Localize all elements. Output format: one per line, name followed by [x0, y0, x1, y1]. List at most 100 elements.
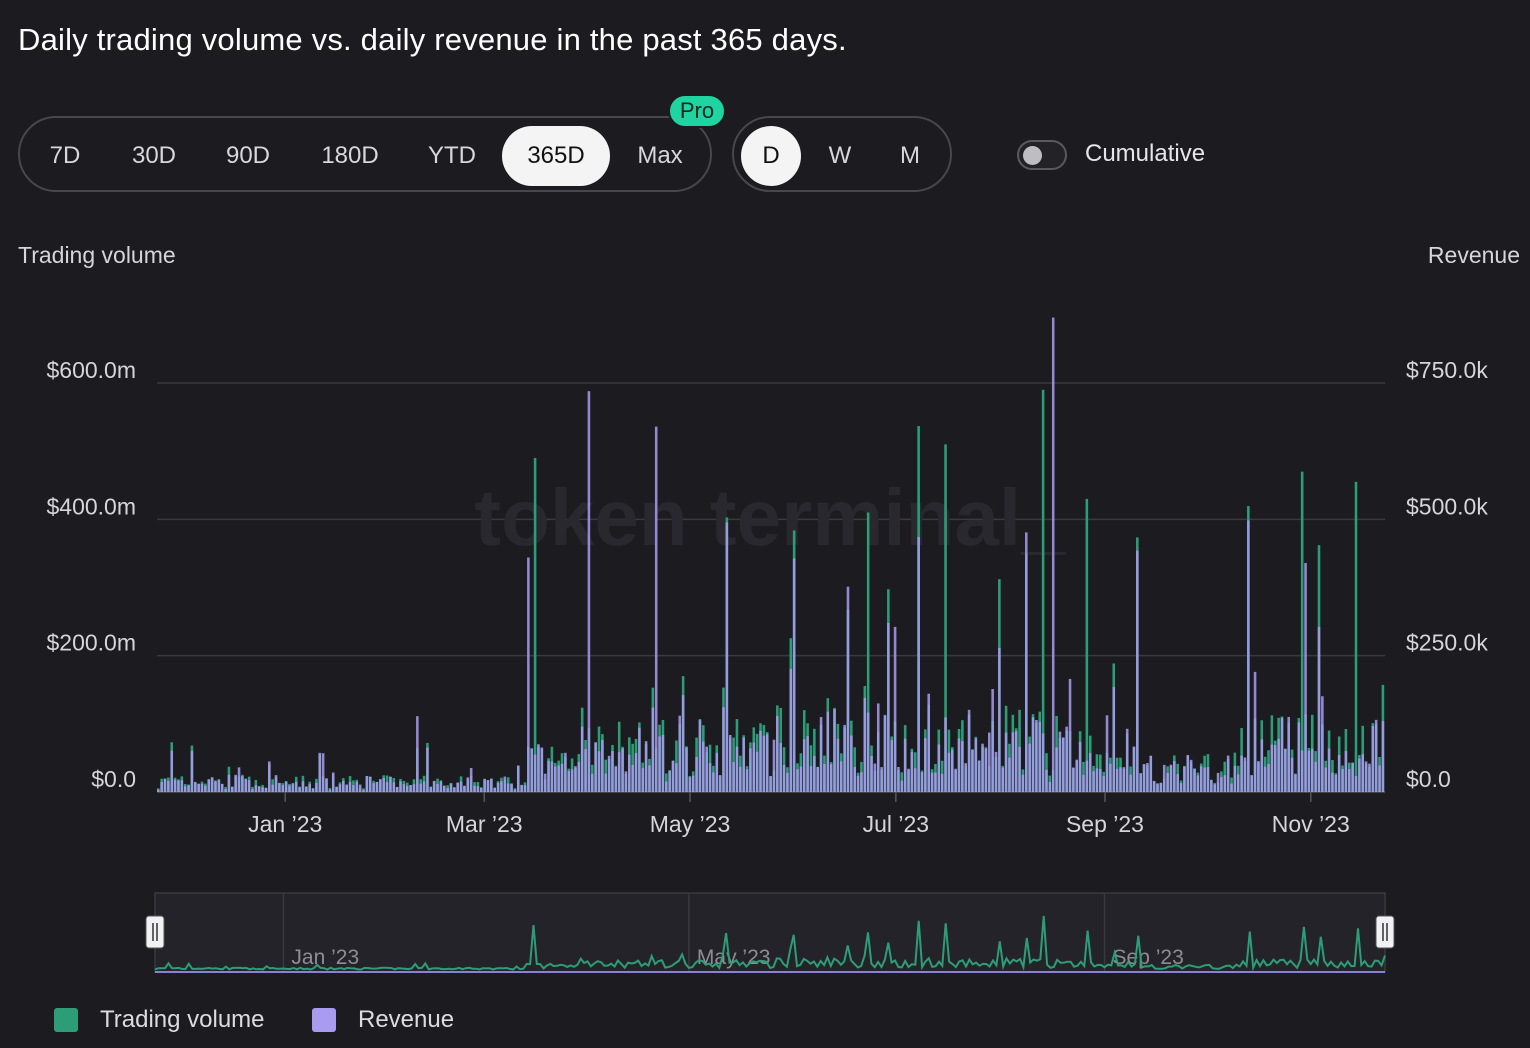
revenue-bar — [1004, 732, 1008, 792]
revenue-bar — [358, 784, 362, 792]
legend-item-revenue[interactable]: Revenue — [312, 1004, 454, 1036]
navigator-frame — [154, 892, 1386, 973]
revenue-bar — [516, 765, 520, 792]
revenue-bar — [348, 782, 352, 792]
revenue-bar — [1176, 774, 1179, 792]
legend-item-trading-volume[interactable]: Trading volume — [54, 1004, 265, 1036]
revenue-bar — [850, 735, 853, 792]
revenue-bar — [453, 787, 456, 792]
revenue-bar — [1011, 732, 1015, 792]
revenue-bar — [157, 789, 160, 792]
revenue-bar — [429, 786, 433, 792]
revenue-bar — [244, 779, 248, 792]
range-max-button[interactable]: Max — [637, 142, 683, 169]
revenue-bar — [920, 772, 924, 792]
cumulative-toggle[interactable] — [1017, 140, 1067, 170]
granularity-day-button[interactable]: D — [741, 126, 801, 186]
revenue-bar — [564, 752, 567, 792]
revenue-bar — [1109, 763, 1112, 792]
revenue-bar — [288, 785, 291, 792]
revenue-bar — [1058, 731, 1062, 792]
navigator-left-handle[interactable] — [145, 915, 165, 949]
revenue-bar — [180, 780, 184, 792]
revenue-bar — [449, 783, 453, 792]
revenue-bar — [893, 626, 897, 792]
revenue-bar — [654, 426, 658, 792]
granularity-month-button[interactable]: M — [900, 142, 920, 169]
revenue-bar — [264, 787, 268, 792]
revenue-bar — [641, 768, 645, 792]
x-tick-label: Jan ’23 — [248, 811, 322, 837]
cumulative-label: Cumulative — [1085, 140, 1206, 167]
revenue-bar — [338, 784, 342, 792]
revenue-bar — [839, 761, 843, 792]
revenue-bar — [779, 743, 782, 792]
revenue-bar — [432, 780, 436, 792]
revenue-bar — [379, 779, 382, 792]
revenue-bar — [1317, 626, 1321, 792]
revenue-bar — [328, 789, 332, 792]
revenue-bar — [853, 767, 856, 792]
handle-body — [1375, 915, 1395, 949]
range-ytd-button[interactable]: YTD — [428, 142, 476, 169]
revenue-bar — [1065, 726, 1068, 792]
revenue-bar — [291, 783, 295, 792]
revenue-bar — [220, 783, 224, 792]
revenue-bar — [231, 787, 234, 792]
range-7d-button[interactable]: 7D — [49, 142, 81, 169]
revenue-bar — [1166, 772, 1169, 792]
revenue-bar — [1260, 739, 1264, 792]
revenue-bar — [1149, 755, 1153, 792]
revenue-bar — [1193, 768, 1196, 792]
revenue-bar — [1159, 782, 1163, 792]
y-right-tick-label: $250.0k — [1406, 630, 1488, 656]
revenue-bar — [1334, 774, 1338, 792]
revenue-bar — [1189, 759, 1193, 792]
revenue-bar — [362, 789, 365, 792]
revenue-bar — [826, 711, 830, 792]
revenue-bar — [813, 756, 816, 792]
revenue-bar — [1099, 768, 1102, 792]
revenue-bar — [1051, 317, 1055, 792]
revenue-bar — [553, 766, 557, 792]
revenue-bar — [1263, 766, 1267, 792]
revenue-bar — [1025, 532, 1028, 792]
navigator-right-handle[interactable] — [1375, 915, 1395, 949]
revenue-bar — [1038, 721, 1042, 792]
range-365d-button[interactable]: 365D — [502, 126, 610, 186]
revenue-bar — [715, 752, 719, 792]
revenue-bar — [402, 784, 406, 792]
revenue-bar — [1337, 755, 1341, 792]
revenue-bar — [217, 780, 221, 792]
revenue-bar — [1105, 715, 1109, 792]
revenue-bar — [739, 766, 742, 792]
range-180d-button[interactable]: 180D — [321, 142, 379, 169]
range-navigator[interactable]: Jan ’23 May ’23 Sep ’23 — [145, 892, 1395, 973]
revenue-bar — [1028, 743, 1031, 792]
revenue-bar — [1223, 775, 1227, 792]
revenue-bar — [294, 781, 298, 792]
revenue-bar — [543, 773, 547, 792]
revenue-bar — [1240, 755, 1243, 792]
revenue-bar — [998, 647, 1001, 792]
range-30d-button[interactable]: 30D — [131, 142, 177, 169]
revenue-bar — [1364, 761, 1368, 792]
revenue-bar — [382, 777, 385, 792]
granularity-week-button[interactable]: W — [828, 142, 852, 169]
revenue-bar — [1122, 767, 1126, 792]
revenue-bar — [1236, 774, 1240, 792]
revenue-bar — [399, 781, 402, 792]
revenue-bar — [577, 762, 581, 792]
revenue-bar — [1088, 753, 1092, 792]
right-axis-title: Revenue — [1427, 242, 1520, 268]
revenue-bar — [678, 715, 682, 792]
revenue-bar — [1173, 761, 1176, 792]
revenue-bar — [1216, 772, 1220, 792]
revenue-bar — [833, 709, 836, 792]
revenue-bar — [940, 773, 944, 792]
revenue-bar — [718, 775, 722, 792]
revenue-bar — [1068, 678, 1072, 792]
revenue-bar — [550, 761, 554, 792]
revenue-bar — [698, 720, 702, 792]
range-90d-button[interactable]: 90D — [225, 142, 271, 169]
